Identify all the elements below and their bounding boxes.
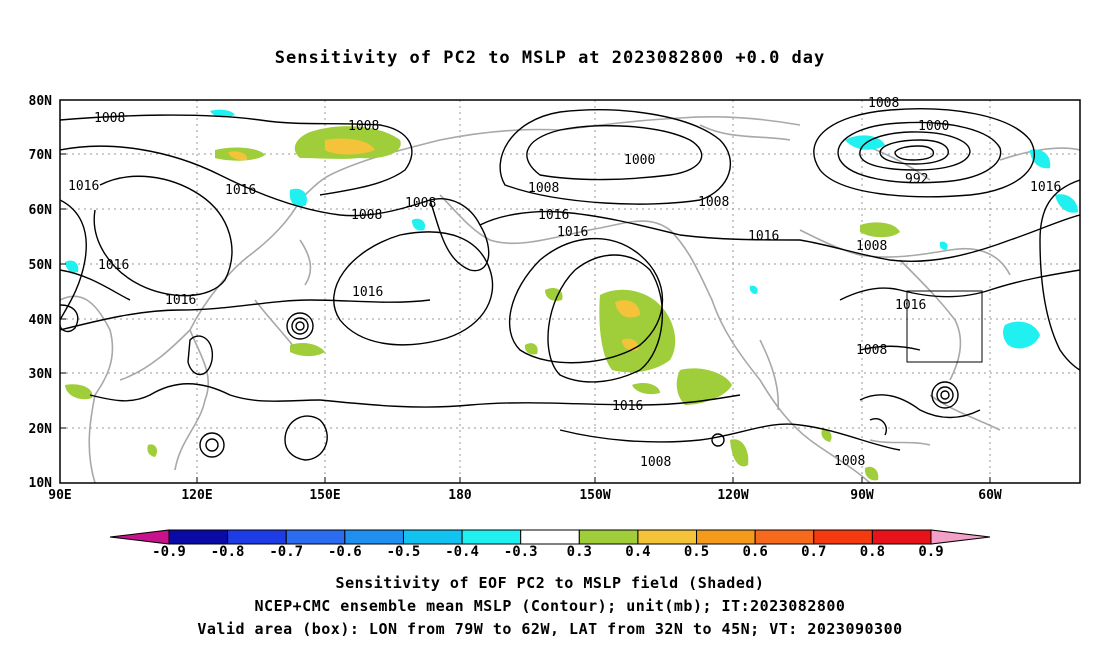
contour-label: 1008: [351, 208, 382, 223]
latitude-labels: 80N 70N 60N 50N 40N 30N 20N 10N: [29, 94, 53, 491]
contour-label: 1016: [538, 208, 569, 223]
colorbar-cell: [813, 529, 873, 545]
colorbar-cell: [637, 529, 698, 545]
lon-label: 60W: [978, 488, 1002, 503]
contour-label: 1016: [352, 285, 383, 300]
colorbar-label: -0.9: [152, 544, 186, 560]
colorbar-label: 0.5: [684, 544, 709, 560]
longitude-labels: 90E 120E 150E 180 150W 120W 90W 60W: [48, 488, 1002, 503]
colorbar: -0.9 -0.8 -0.7 -0.6 -0.5 -0.4 -0.3 0.3 0.4 0.5 0.6…: [109, 529, 991, 560]
colorbar-label: -0.5: [387, 544, 421, 560]
colorbar-cell: [871, 529, 932, 545]
lat-label: 20N: [29, 422, 53, 437]
lon-label: 90E: [48, 488, 71, 503]
contour-label: 1016: [895, 298, 926, 313]
colorbar-cell: [520, 529, 580, 545]
colorbar-label: 0.4: [625, 544, 650, 560]
colorbar-label: -0.8: [211, 544, 245, 560]
contour-label: 1008: [528, 181, 559, 196]
colorbar-label: 0.3: [567, 544, 592, 560]
contour-label: 1008: [405, 196, 436, 211]
colorbar-cell: [402, 529, 463, 545]
contour-label: 1016: [748, 229, 779, 244]
chart-title: Sensitivity of PC2 to MSLP at 2023082800…: [274, 48, 826, 68]
mslp-contours: [60, 108, 1080, 461]
colorbar-under-arrow: [109, 529, 170, 545]
colorbar-cell: [461, 529, 522, 545]
colorbar-cell: [578, 529, 639, 545]
higher-sensitivity-areas: [228, 138, 640, 351]
contour-label: 1008: [868, 96, 899, 111]
lat-label: 80N: [29, 94, 53, 109]
colorbar-label: 0.6: [743, 544, 768, 560]
contour-label: 1016: [612, 399, 643, 414]
contour-label: 1016: [165, 293, 196, 308]
colorbar-label: 0.7: [801, 544, 826, 560]
contour-label: 1008: [348, 119, 379, 134]
lon-label: 120W: [717, 488, 748, 503]
contour-label: 1016: [1030, 180, 1061, 195]
colorbar-cell: [168, 529, 229, 545]
colorbar-label: 0.9: [918, 544, 943, 560]
colorbar-label: 0.8: [860, 544, 885, 560]
contour-labels: 1008 1008 1008 1000 992 1016 1016 1000 1…: [68, 96, 1061, 470]
lat-label: 70N: [29, 148, 53, 163]
footer-line-2: NCEP+CMC ensemble mean MSLP (Contour); u…: [254, 597, 846, 615]
contour-label: 1008: [856, 343, 887, 358]
contour-label: 1016: [98, 258, 129, 273]
lon-label: 90W: [850, 488, 874, 503]
colorbar-cell: [696, 529, 756, 545]
footer-line-1: Sensitivity of EOF PC2 to MSLP field (Sh…: [335, 574, 765, 592]
colorbar-label: -0.7: [269, 544, 303, 560]
lat-label: 60N: [29, 203, 53, 218]
map-frame: [59, 99, 1081, 484]
contour-label: 1008: [698, 195, 729, 210]
contour-label: 992: [905, 172, 928, 187]
lat-label: 10N: [29, 476, 53, 491]
contour-label: 1016: [68, 179, 99, 194]
contour-label: 1000: [918, 119, 949, 134]
contour-label: 1008: [94, 111, 125, 126]
negative-sensitivity-areas: [65, 109, 1078, 349]
colorbar-cell: [285, 529, 346, 545]
colorbar-cell: [754, 529, 815, 545]
lon-label: 180: [448, 488, 472, 503]
lon-label: 150W: [579, 488, 610, 503]
colorbar-over-arrow: [930, 529, 991, 545]
lat-label: 30N: [29, 367, 53, 382]
contour-label: 1008: [640, 455, 671, 470]
lon-label: 150E: [309, 488, 340, 503]
footer-line-3: Valid area (box): LON from 79W to 62W, L…: [197, 620, 903, 638]
contour-label: 1008: [834, 454, 865, 469]
lon-label: 120E: [181, 488, 212, 503]
lat-label: 50N: [29, 258, 53, 273]
valid-area-box: [906, 290, 983, 363]
colorbar-label: -0.6: [328, 544, 362, 560]
lat-label: 40N: [29, 313, 53, 328]
contour-label: 1000: [624, 153, 655, 168]
colorbar-cell: [227, 529, 287, 545]
colorbar-label: -0.3: [504, 544, 538, 560]
colorbar-label: -0.4: [445, 544, 479, 560]
contour-label: 1008: [856, 239, 887, 254]
contour-label: 1016: [557, 225, 588, 240]
contour-label: 1016: [225, 183, 256, 198]
tick-marks: [60, 99, 991, 484]
colorbar-cell: [344, 529, 404, 545]
